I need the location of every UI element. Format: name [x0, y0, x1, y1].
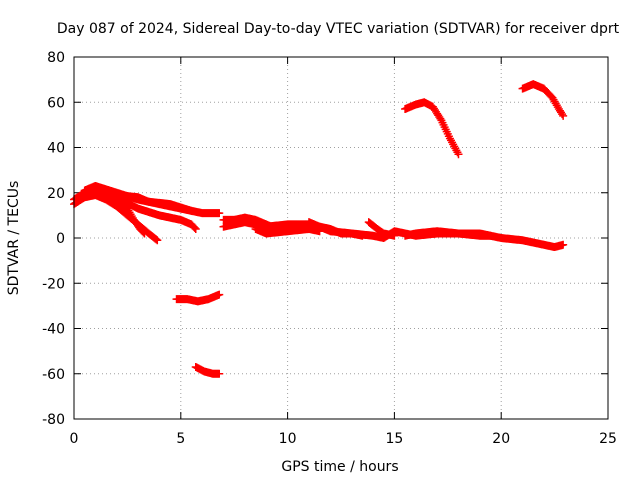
y-tick-label: 60	[47, 95, 65, 111]
data-point	[153, 236, 162, 245]
series-arc-10	[364, 218, 399, 240]
series-arc-14	[172, 290, 224, 306]
data-point	[152, 235, 161, 244]
axis-ticks: 0 5 10 15 20 25 -80 -60 -40 -20 0 20 40 60 80	[42, 50, 617, 447]
data-point	[559, 240, 568, 249]
series-arc-5	[91, 188, 196, 215]
y-tick-label: 20	[47, 186, 65, 202]
chart-title: Day 087 of 2024, Sidereal Day-to-day VTE…	[57, 21, 620, 37]
plot-frame	[73, 56, 609, 420]
y-tick-label: 80	[47, 50, 65, 66]
data-point	[215, 209, 224, 218]
y-tick-label: -80	[42, 412, 65, 428]
x-axis-label: GPS time / hours	[281, 459, 398, 475]
data-point	[558, 110, 567, 119]
series-arc-11	[401, 227, 568, 252]
x-tick-label: 10	[279, 431, 297, 447]
data-point	[190, 223, 199, 232]
data-point	[139, 228, 148, 237]
series-arc-12	[401, 98, 463, 159]
data-point	[140, 229, 149, 238]
y-tick-label: -20	[42, 276, 65, 292]
data-point	[187, 206, 196, 215]
y-tick-label: 40	[47, 141, 65, 157]
x-tick-label: 5	[176, 431, 185, 447]
x-tick-label: 20	[492, 431, 510, 447]
data-point	[191, 224, 200, 233]
series-arc-15	[191, 362, 224, 378]
data-point	[454, 150, 463, 159]
data-point	[559, 111, 568, 120]
data-points	[70, 80, 568, 378]
x-tick-label: 15	[385, 431, 403, 447]
data-point	[215, 369, 224, 378]
data-point	[215, 290, 224, 299]
x-tick-label: 25	[599, 431, 617, 447]
y-tick-label: 0	[56, 231, 65, 247]
series-arc-13	[518, 80, 568, 120]
y-axis-label: SDTVAR / TECUs	[6, 181, 22, 296]
y-tick-label: -60	[42, 367, 65, 383]
y-tick-label: -40	[42, 322, 65, 338]
x-tick-label: 0	[70, 431, 79, 447]
data-point	[390, 231, 399, 240]
